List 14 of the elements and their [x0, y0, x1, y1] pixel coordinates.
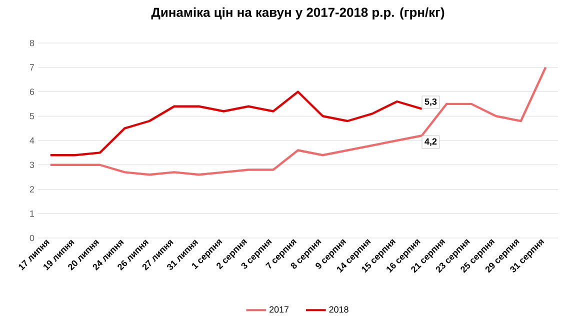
- y-tick-label: 5: [30, 112, 34, 120]
- y-tick-label: 3: [30, 162, 34, 168]
- y-tick-label: 2: [30, 186, 34, 192]
- legend-label: 2017: [270, 306, 289, 313]
- legend-label: 2018: [329, 306, 348, 313]
- y-tick-label: 8: [30, 40, 34, 46]
- data-label: 4,2: [424, 138, 437, 146]
- y-tick-label: 4: [30, 137, 34, 144]
- y-tick-label: 1: [30, 210, 34, 217]
- chart-title: Динаміка цін на кавун у 2017-2018 р.р. (грн/кг): [151, 7, 444, 20]
- y-tick-label: 0: [30, 234, 34, 242]
- y-tick-label: 6: [30, 88, 34, 95]
- y-tick-label: 7: [30, 64, 34, 70]
- data-label: 5,3: [424, 98, 437, 106]
